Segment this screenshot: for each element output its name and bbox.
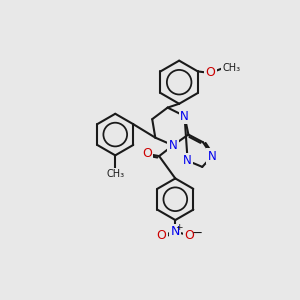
Text: O: O	[184, 229, 194, 242]
Text: CH₃: CH₃	[223, 63, 241, 73]
Text: N: N	[180, 110, 189, 123]
Text: −: −	[191, 226, 203, 240]
Text: +: +	[176, 223, 183, 232]
Text: O: O	[205, 67, 215, 80]
Text: CH₃: CH₃	[106, 169, 124, 179]
Text: N: N	[183, 154, 192, 167]
Text: N: N	[208, 150, 217, 163]
Text: N: N	[169, 139, 177, 152]
Text: O: O	[157, 229, 166, 242]
Text: N: N	[171, 225, 180, 238]
Text: O: O	[142, 147, 152, 160]
